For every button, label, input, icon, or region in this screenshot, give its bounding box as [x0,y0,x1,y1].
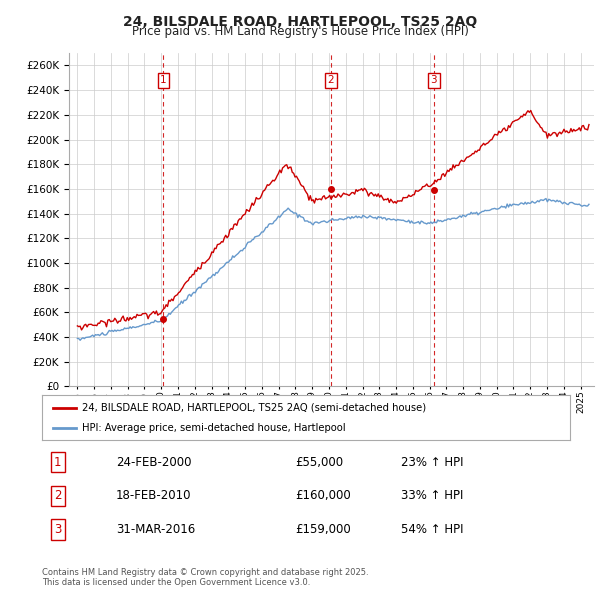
Text: 3: 3 [431,76,437,86]
Text: Price paid vs. HM Land Registry's House Price Index (HPI): Price paid vs. HM Land Registry's House … [131,25,469,38]
Text: 2: 2 [328,76,334,86]
Text: HPI: Average price, semi-detached house, Hartlepool: HPI: Average price, semi-detached house,… [82,424,345,434]
Text: 24, BILSDALE ROAD, HARTLEPOOL, TS25 2AQ (semi-detached house): 24, BILSDALE ROAD, HARTLEPOOL, TS25 2AQ … [82,403,426,412]
Text: 31-MAR-2016: 31-MAR-2016 [116,523,195,536]
Text: 1: 1 [54,455,62,469]
Text: 54% ↑ HPI: 54% ↑ HPI [401,523,464,536]
Text: £159,000: £159,000 [295,523,351,536]
Text: 24, BILSDALE ROAD, HARTLEPOOL, TS25 2AQ: 24, BILSDALE ROAD, HARTLEPOOL, TS25 2AQ [123,15,477,29]
Text: 23% ↑ HPI: 23% ↑ HPI [401,455,464,469]
Text: 1: 1 [160,76,167,86]
Text: 18-FEB-2010: 18-FEB-2010 [116,489,191,503]
Text: £160,000: £160,000 [295,489,351,503]
Text: 3: 3 [54,523,62,536]
Text: 33% ↑ HPI: 33% ↑ HPI [401,489,463,503]
Text: £55,000: £55,000 [295,455,344,469]
Text: 24-FEB-2000: 24-FEB-2000 [116,455,191,469]
Text: 2: 2 [54,489,62,503]
Text: Contains HM Land Registry data © Crown copyright and database right 2025.
This d: Contains HM Land Registry data © Crown c… [42,568,368,587]
